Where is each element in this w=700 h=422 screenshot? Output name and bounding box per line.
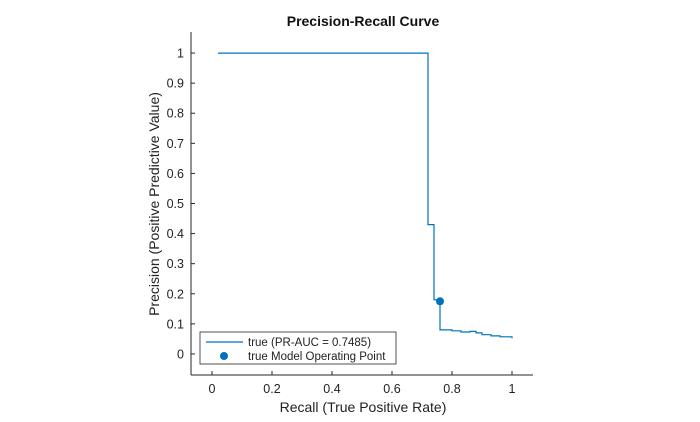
y-tick-label: 0.9 [167, 77, 184, 91]
operating-point-marker [436, 297, 444, 306]
legend-entry-label: true (PR-AUC = 0.7485) [248, 337, 371, 349]
x-tick-label: 0.8 [443, 382, 460, 396]
legend: true (PR-AUC = 0.7485) true Model Operati… [199, 331, 397, 365]
legend-marker-swatch [220, 352, 228, 360]
y-axis-label: Precision (Positive Predictive Value) [146, 92, 162, 316]
y-tick-label: 0 [177, 347, 184, 361]
x-axis-label: Recall (True Positive Rate) [280, 399, 447, 415]
y-tick-label: 0.6 [167, 167, 184, 181]
x-tick-label: 0 [209, 382, 216, 396]
y-tick-label: 0.2 [167, 287, 184, 301]
pr-curve-line [218, 52, 513, 339]
y-tick-label: 0.8 [167, 107, 184, 121]
x-tick-label: 0.6 [383, 382, 400, 396]
chart-title: Precision-Recall Curve [287, 13, 440, 29]
x-tick-label: 0.4 [323, 382, 340, 396]
x-tick-label: 0.2 [263, 382, 280, 396]
y-tick-label: 0.1 [167, 317, 184, 331]
y-tick-label: 1 [177, 47, 184, 61]
y-tick-label: 0.3 [167, 257, 184, 271]
y-tick-label: 0.7 [167, 137, 184, 151]
legend-box [199, 331, 397, 365]
x-tick-label: 1 [509, 382, 516, 396]
legend-entry-label: true Model Operating Point [248, 351, 386, 363]
y-tick-label: 0.4 [167, 227, 184, 241]
y-tick-label: 0.5 [167, 197, 184, 211]
plot-area: 0 0.2 0.4 0.6 0.8 1 0 0.1 0.2 0.3 0.4 0.5 0.6 0.7 0.8 0… [167, 32, 533, 396]
